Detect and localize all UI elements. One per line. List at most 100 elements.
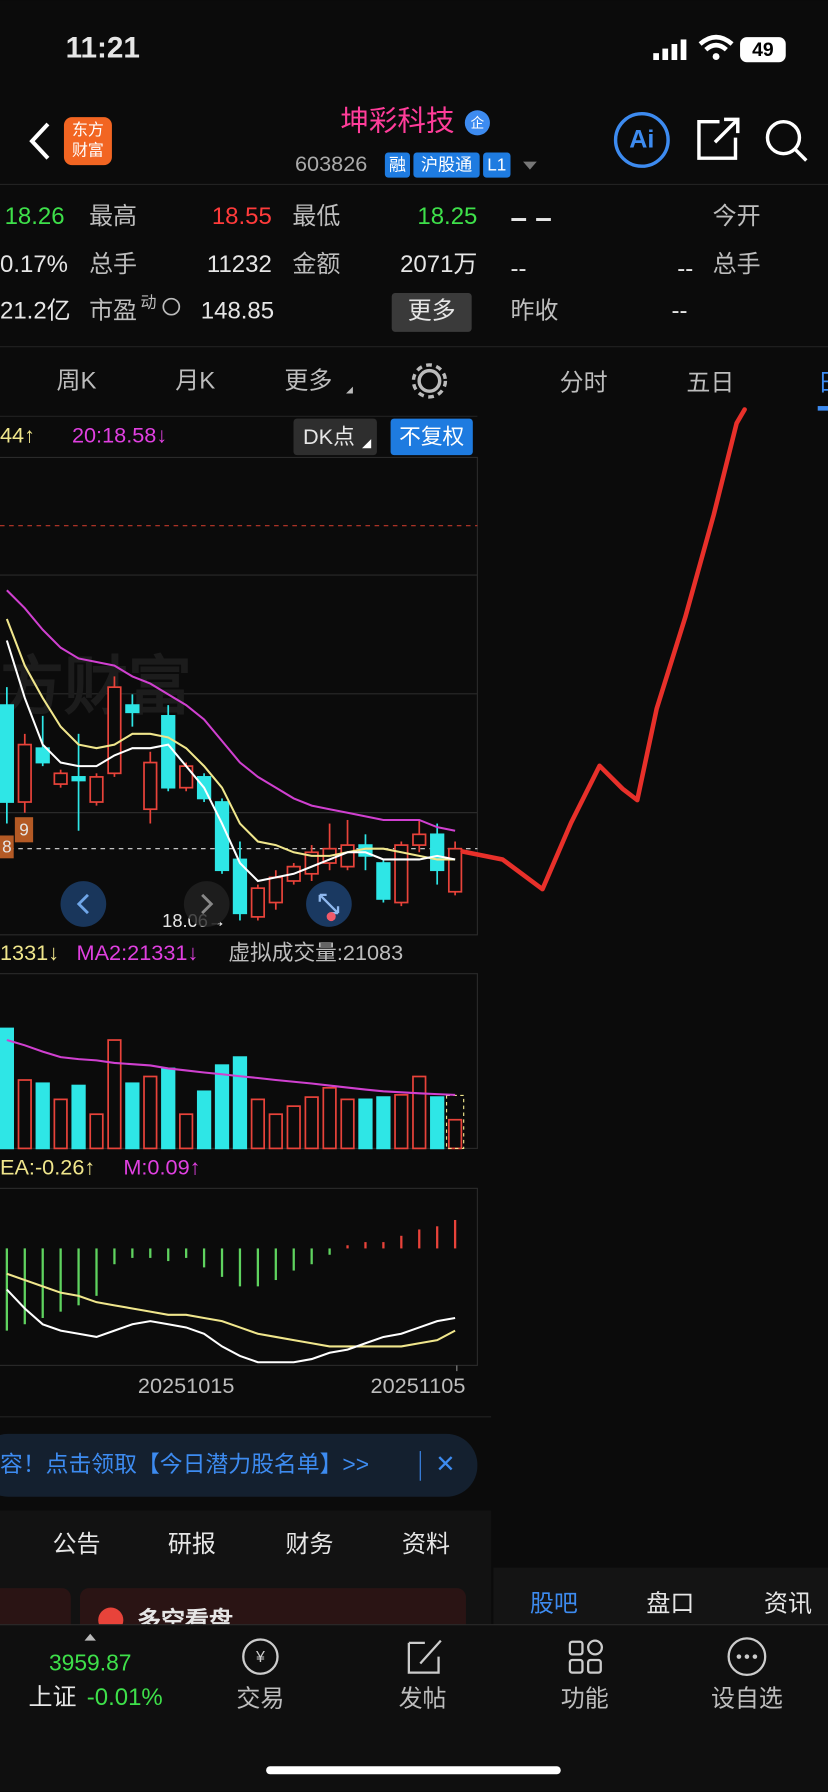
nav-item[interactable]: 交易 <box>236 1685 284 1712</box>
bottom-nav <box>0 1624 828 1792</box>
volume-bar <box>232 1056 248 1150</box>
wifi <box>698 34 734 52</box>
quote-label: 今开 <box>713 203 761 230</box>
quote-value: 18.55 <box>212 203 272 230</box>
quote-value: 18.26 <box>5 203 65 230</box>
candle-body <box>143 761 158 811</box>
candle-body <box>250 887 266 918</box>
share-button[interactable] <box>697 117 740 160</box>
info-icon[interactable] <box>162 297 181 316</box>
volume-bar <box>286 1105 301 1150</box>
section-tab-active[interactable]: 股吧 <box>530 1591 578 1618</box>
volume-bar <box>125 1082 140 1150</box>
candle-body <box>340 844 355 868</box>
nav-item[interactable]: 功能 <box>561 1685 609 1712</box>
side-label-bg <box>0 835 14 859</box>
trade-icon-glyph: ¥ <box>255 1649 265 1666</box>
dropdown[interactable] <box>523 161 537 170</box>
card[interactable] <box>79 1588 466 1634</box>
promo-banner[interactable] <box>0 1433 478 1497</box>
candle-body <box>412 833 427 846</box>
virtual-volume-value: 21083 <box>343 940 403 965</box>
candle-body <box>71 776 86 782</box>
section-tab[interactable]: 研报 <box>168 1531 216 1558</box>
macd-line <box>6 1288 456 1364</box>
period-tab-active[interactable]: 日 <box>818 370 828 397</box>
nav-item[interactable]: 发帖 <box>399 1685 447 1712</box>
volume-bar <box>71 1084 86 1150</box>
section-tab[interactable]: 盘口 <box>646 1591 694 1618</box>
candle-body <box>125 704 140 714</box>
section-tab[interactable]: 财务 <box>286 1531 334 1558</box>
dk-button[interactable] <box>293 418 377 456</box>
logo[interactable] <box>63 117 112 166</box>
volume-bar <box>394 1093 409 1150</box>
search-button[interactable] <box>765 119 802 156</box>
scroll-right[interactable] <box>183 881 230 927</box>
ma-line <box>5 618 456 861</box>
chevron <box>201 893 214 915</box>
function-icon <box>568 1639 604 1674</box>
candle-body <box>35 747 50 764</box>
settings-teeth <box>411 363 448 399</box>
logo-text: 东方 <box>72 121 104 139</box>
candle-body <box>89 776 104 803</box>
section-tab[interactable]: 资讯 <box>764 1591 812 1618</box>
volume-bar <box>430 1096 445 1150</box>
ma-line <box>6 589 456 832</box>
more-button[interactable] <box>391 292 472 332</box>
nav-item[interactable]: 设自选 <box>711 1685 783 1712</box>
quote-label: 昨收 <box>511 298 559 325</box>
ai-button[interactable] <box>613 111 670 168</box>
adjust-button[interactable] <box>390 418 473 456</box>
volume-bar <box>35 1082 50 1150</box>
section-tab[interactable]: 公告 <box>53 1531 101 1558</box>
index-value[interactable]: 3959.87 <box>49 1650 132 1676</box>
stock-code: 603826 <box>295 151 367 176</box>
volume-bar <box>304 1096 319 1150</box>
trade-icon <box>242 1638 279 1675</box>
scroll-left[interactable] <box>60 881 107 927</box>
back-button[interactable] <box>29 122 50 160</box>
side-label: 9 <box>19 819 29 839</box>
quote-label: 市盈 <box>89 298 137 325</box>
quote-label: 最低 <box>292 203 340 230</box>
period-tab[interactable]: 月K <box>175 367 215 394</box>
quote-value: -- <box>672 298 688 325</box>
period-tab[interactable]: 五日 <box>686 370 734 397</box>
quote-label: 总手 <box>713 251 761 278</box>
post-icon <box>407 1639 442 1674</box>
quote-value: 21.2亿 <box>0 298 71 325</box>
ai-label: Ai <box>629 126 654 154</box>
banner-close[interactable]: ✕ <box>435 1451 455 1478</box>
quote-value: 18.25 <box>417 203 477 230</box>
period-tab[interactable]: 周K <box>57 367 97 394</box>
dk-label: DK点 <box>303 424 355 449</box>
wifi-dot <box>712 53 720 61</box>
tab-underline <box>817 406 828 411</box>
battery-level: 49 <box>752 39 774 61</box>
volume-bar <box>376 1096 391 1150</box>
settings-button[interactable] <box>417 368 442 393</box>
candle-body <box>268 876 283 904</box>
badge <box>464 110 490 136</box>
candle-body <box>17 743 32 803</box>
card[interactable] <box>0 1588 71 1634</box>
candle-body <box>430 833 445 872</box>
virtual-volume-bar <box>445 1094 465 1149</box>
volume-bar <box>89 1113 104 1150</box>
kline-frame <box>0 456 478 1366</box>
volume-bar <box>447 1118 463 1150</box>
adjust-label: 不复权 <box>399 424 464 449</box>
section-bg <box>493 1567 828 1625</box>
section-tab[interactable]: 资料 <box>402 1531 450 1558</box>
watch-icon <box>727 1637 767 1677</box>
period-tab[interactable]: 分时 <box>560 370 608 397</box>
macd-line <box>6 1272 456 1348</box>
quote-sup: 动 <box>140 293 156 311</box>
period-tab[interactable]: 更多 <box>284 367 332 394</box>
volume-legend: 1331↓ <box>0 940 59 965</box>
expand-arrow[interactable] <box>84 1633 96 1641</box>
volume-bar <box>53 1098 68 1150</box>
watch-dots <box>736 1654 758 1659</box>
